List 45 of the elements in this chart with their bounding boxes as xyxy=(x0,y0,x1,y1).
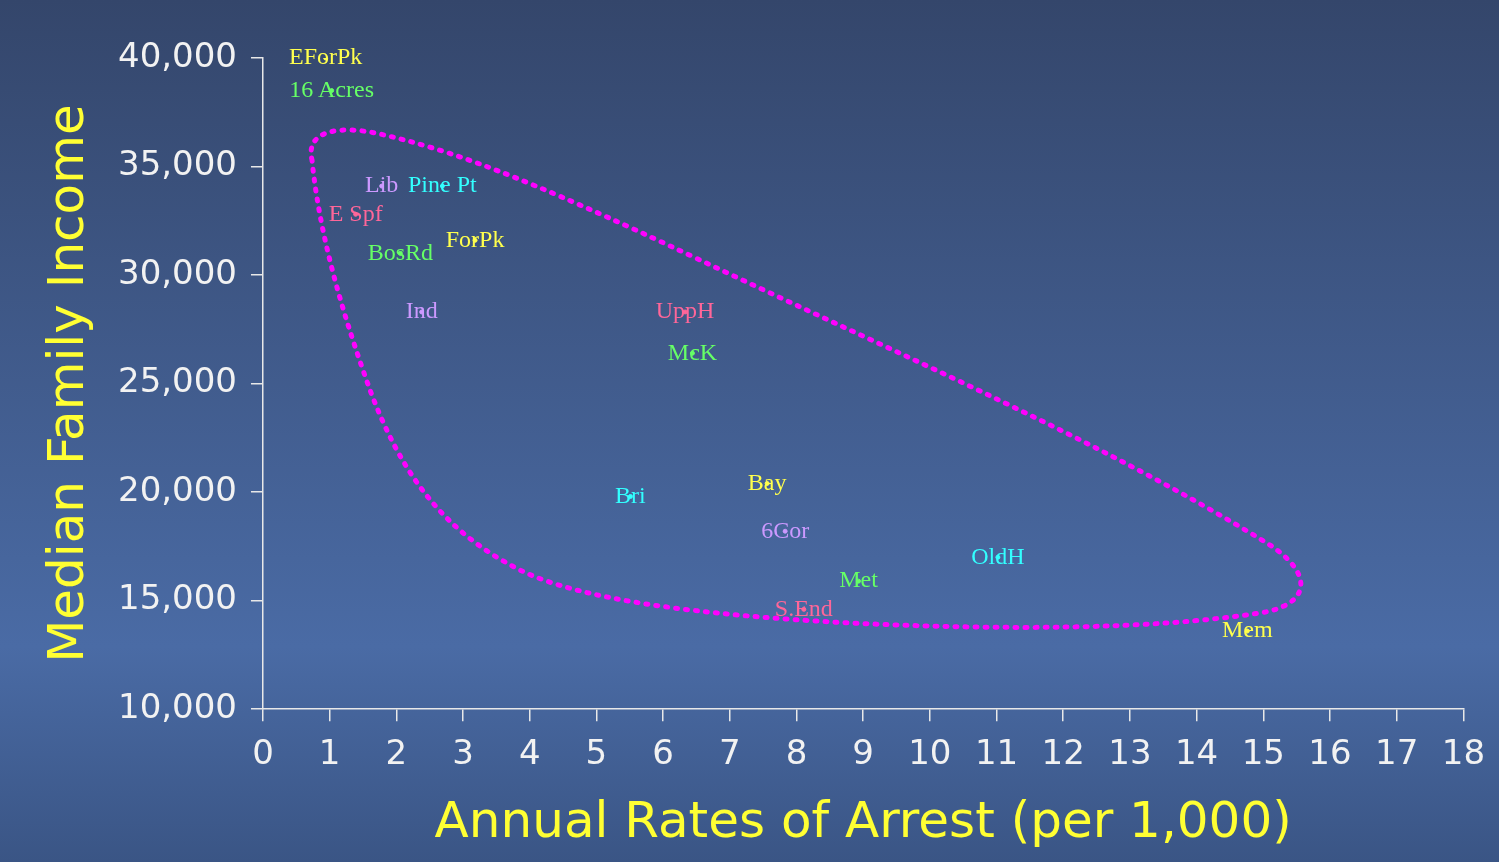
x-tick-label: 17 xyxy=(1375,732,1419,773)
text: E Spf xyxy=(328,199,383,226)
text: McK xyxy=(667,338,718,365)
y-tick-label: 40,000 xyxy=(118,34,237,75)
x-tick-label: 15 xyxy=(1241,732,1285,773)
text: Met xyxy=(839,566,879,593)
text: BosRd xyxy=(367,238,434,265)
x-tick-label: 2 xyxy=(385,732,408,773)
x-tick-label: 4 xyxy=(518,732,541,773)
text: Bay xyxy=(747,468,787,495)
text: UppH xyxy=(655,297,715,324)
y-tick-label: 20,000 xyxy=(118,468,237,509)
x-tick-label: 8 xyxy=(785,732,808,773)
x-tick-label: 14 xyxy=(1174,732,1219,773)
text: EForPk xyxy=(288,43,363,70)
x-tick-label: 9 xyxy=(852,732,874,773)
x-tick-label: 1 xyxy=(318,732,341,773)
x-tick-label: 18 xyxy=(1441,732,1485,773)
x-tick-label: 13 xyxy=(1108,732,1152,773)
x-axis-title: Annual Rates of Arrest (per 1,000) xyxy=(434,790,1292,849)
y-tick-label: 35,000 xyxy=(118,143,237,184)
x-tick-label: 7 xyxy=(718,732,741,773)
x-tick-label: 10 xyxy=(908,732,952,773)
x-tick-label: 0 xyxy=(252,732,274,773)
text: 16 Acres xyxy=(289,75,374,102)
x-tick-label: 12 xyxy=(1041,732,1085,773)
y-axis-title: Median Family Income xyxy=(36,104,95,663)
text: Ind xyxy=(405,297,438,324)
text: OldH xyxy=(971,542,1025,569)
x-tick-label: 5 xyxy=(585,732,608,773)
y-tick-label: 15,000 xyxy=(118,577,237,618)
y-tick-label: 30,000 xyxy=(118,251,237,292)
text: Bri xyxy=(615,481,647,508)
y-tick-label: 25,000 xyxy=(118,360,237,401)
text: 6Cor xyxy=(761,516,810,543)
text: S.End xyxy=(774,594,833,621)
text: Mem xyxy=(1221,616,1273,643)
text: Lib xyxy=(365,171,399,198)
x-tick-label: 3 xyxy=(452,732,474,773)
x-tick-label: 16 xyxy=(1308,732,1352,773)
y-tick-label: 10,000 xyxy=(118,686,237,727)
x-tick-label: 11 xyxy=(974,732,1019,773)
x-tick-label: 6 xyxy=(652,732,674,773)
text: Pine Pt xyxy=(408,171,478,198)
text: ForPk xyxy=(445,225,505,252)
